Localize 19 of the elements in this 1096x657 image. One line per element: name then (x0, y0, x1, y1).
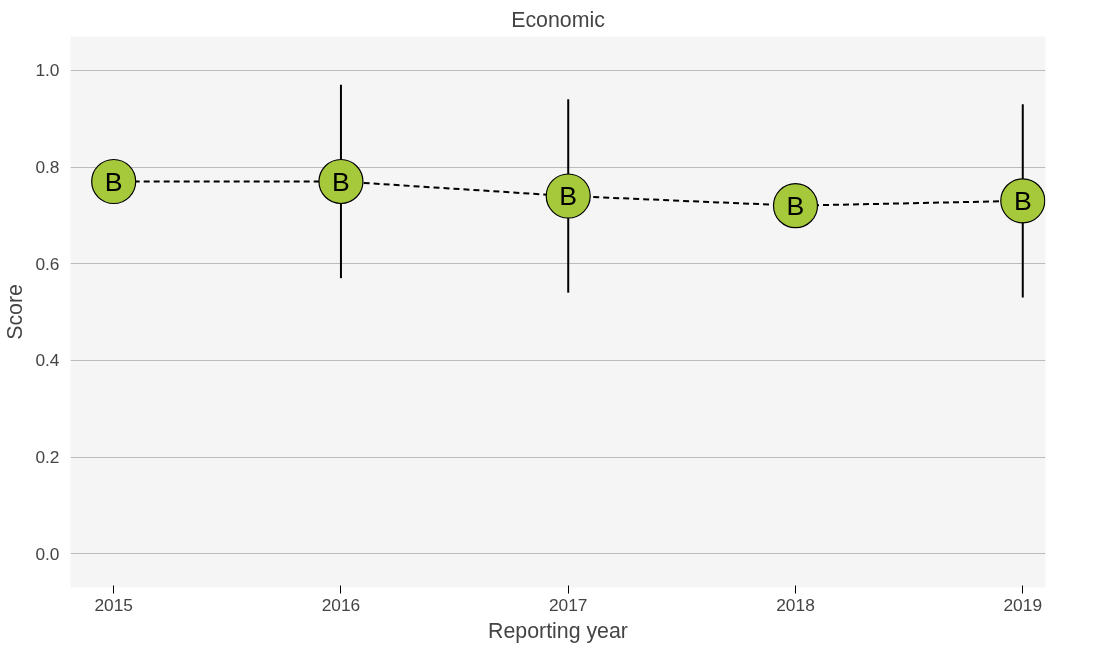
y-tick-label: 0.2 (35, 447, 60, 467)
x-tick-label: 2016 (321, 594, 361, 615)
data-label: B (104, 166, 123, 197)
data-label: B (332, 166, 350, 197)
y-tick-label: 0.6 (35, 253, 60, 274)
y-tick-label: 0.8 (35, 157, 60, 177)
data-label: B (1013, 185, 1032, 216)
y-tick-label: 0.0 (35, 543, 60, 564)
y-tick-label: 1.0 (35, 60, 60, 81)
x-axis-title: Reporting year (488, 618, 628, 643)
data-label: B (786, 190, 805, 221)
x-tick-label: 2019 (1003, 594, 1043, 615)
y-axis-title: Score (3, 284, 28, 340)
chart-title: Economic (511, 7, 606, 32)
data-label: B (559, 181, 578, 211)
x-tick-label: 2018 (776, 594, 815, 615)
y-tick-label: 0.4 (35, 350, 60, 371)
x-tick-label: 2015 (94, 594, 133, 615)
x-tick-label: 2017 (548, 594, 588, 615)
